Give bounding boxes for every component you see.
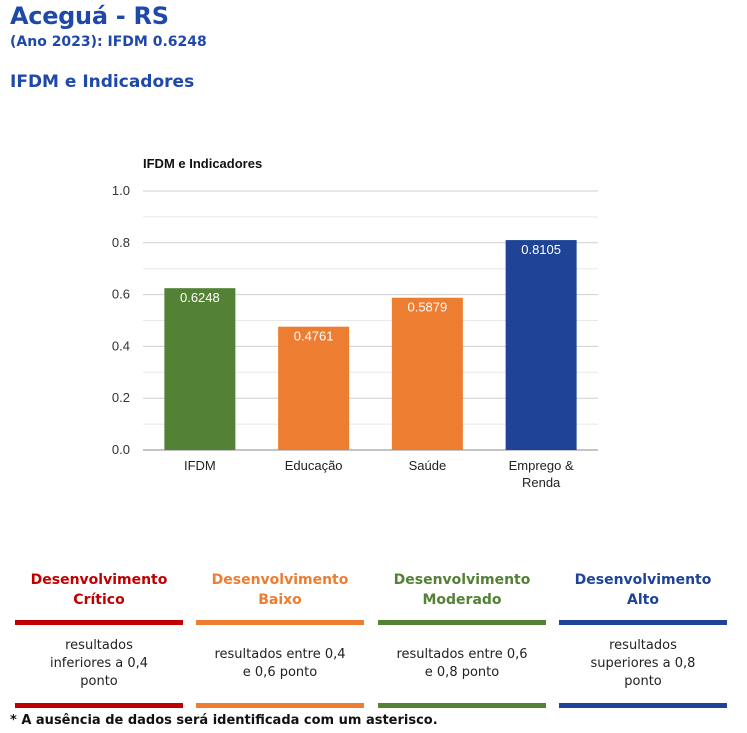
legend-title-line1: Desenvolvimento [574, 572, 712, 588]
y-tick-label: 0.8 [112, 235, 130, 250]
legend-color-bar [15, 620, 183, 625]
legend-title-line2: Alto [627, 592, 659, 608]
y-tick-label: 0.4 [112, 338, 130, 353]
legend-description: resultados superiores a 0,8 ponto [590, 638, 696, 689]
legend-title: Desenvolvimento Alto [559, 570, 727, 612]
bar-0 [164, 288, 236, 450]
bar-3 [505, 240, 577, 450]
legend-item: Desenvolvimento Moderado resultados entre … [378, 570, 546, 708]
legend-title-line1: Desenvolvimento [30, 572, 168, 588]
legend-color-bar-bottom [559, 703, 727, 708]
legend-title-line2: Moderado [422, 592, 502, 608]
y-tick-label: 0.6 [112, 287, 130, 302]
page-title: Aceguá - RS [10, 2, 169, 30]
legend-title: Desenvolvimento Crítico [15, 570, 183, 612]
legend-title-line1: Desenvolvimento [211, 572, 349, 588]
x-tick-label: IFDM [184, 458, 216, 473]
legend-item: Desenvolvimento Baixo resultados entre 0,4… [196, 570, 364, 708]
x-tick-label: Emprego & [509, 458, 574, 473]
y-tick-label: 0.2 [112, 390, 130, 405]
legend-title: Desenvolvimento Baixo [196, 570, 364, 612]
legend-color-bar [378, 620, 546, 625]
data-label: 0.6248 [180, 290, 220, 305]
legend-description: resultados inferiores a 0,4 ponto [49, 638, 149, 689]
y-tick-label: 0.0 [112, 442, 130, 457]
bar-1 [278, 326, 350, 450]
data-label: 0.4761 [294, 329, 334, 344]
legend-title: Desenvolvimento Moderado [378, 570, 546, 612]
footnote: * A ausência de dados será identificada … [10, 713, 438, 728]
legend-item: Desenvolvimento Crítico resultados inferio… [15, 570, 183, 708]
legend-color-bar [196, 620, 364, 625]
x-tick-label: Saúde [409, 458, 447, 473]
x-tick-label: Educação [285, 458, 343, 473]
legend-description: resultados entre 0,4 e 0,6 ponto [214, 647, 346, 680]
page-subtitle: (Ano 2023): IFDM 0.6248 [10, 34, 207, 50]
y-tick-label: 1.0 [112, 183, 130, 198]
legend-color-bar-bottom [15, 703, 183, 708]
x-tick-label: Renda [522, 475, 561, 490]
chart-title: IFDM e Indicadores [143, 156, 262, 171]
legend-color-bar [559, 620, 727, 625]
legend-title-line1: Desenvolvimento [393, 572, 531, 588]
legend-title-line2: Baixo [258, 592, 302, 608]
bar-2 [391, 297, 463, 450]
data-label: 0.8105 [521, 242, 561, 257]
legend-description: resultados entre 0,6 e 0,8 ponto [396, 647, 528, 680]
legend-item: Desenvolvimento Alto resultados superiores… [559, 570, 727, 708]
section-heading: IFDM e Indicadores [10, 72, 195, 92]
legend-title-line2: Crítico [73, 592, 125, 608]
data-label: 0.5879 [407, 300, 447, 315]
legend-color-bar-bottom [196, 703, 364, 708]
bar-chart: IFDM e Indicadores 0.0 0.2 0.4 0.6 0.8 1.0 0.6… [112, 156, 598, 490]
legend-color-bar-bottom [378, 703, 546, 708]
